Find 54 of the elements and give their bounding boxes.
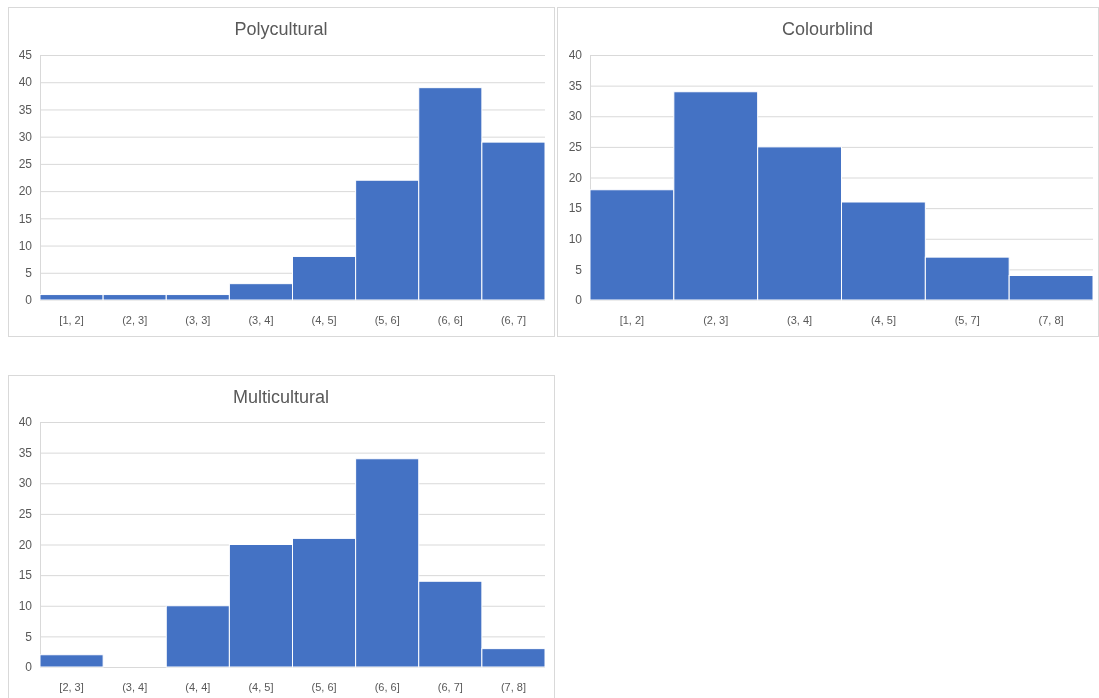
y-tick-label: 20 (568, 170, 583, 185)
bar (39, 654, 104, 668)
y-tick-label: 15 (18, 211, 33, 226)
y-tick-label: 40 (18, 75, 33, 90)
y-tick-label: 40 (568, 48, 583, 63)
chart-title: Multicultural (232, 387, 330, 407)
x-tick-label: (3, 4] (248, 314, 274, 326)
x-tick-label: (6, 7] (500, 314, 526, 326)
y-tick-label: 5 (25, 629, 33, 644)
x-tick-label: (6, 6] (437, 314, 463, 326)
x-tick-label: (6, 6] (374, 681, 400, 693)
y-tick-label: 0 (25, 293, 33, 308)
y-tick-label: 35 (18, 445, 33, 460)
x-tick-label: (5, 6] (374, 314, 400, 326)
x-tick-label: (5, 7] (954, 314, 980, 326)
y-tick-label: 10 (18, 238, 33, 253)
x-tick-label: (3, 3] (185, 314, 211, 326)
y-tick-label: 20 (18, 537, 33, 552)
y-tick-label: 35 (18, 102, 33, 117)
y-tick-label: 30 (18, 476, 33, 491)
y-tick-label: 45 (18, 48, 33, 63)
y-tick-label: 0 (575, 293, 583, 308)
x-tick-label: [2, 3] (59, 681, 84, 693)
y-tick-label: 0 (25, 660, 33, 675)
y-tick-label: 25 (18, 507, 33, 522)
chart-title: Colourblind (781, 19, 874, 39)
y-tick-label: 40 (18, 415, 33, 430)
x-tick-label: (5, 6] (311, 681, 337, 693)
x-tick-label: (4, 5] (311, 314, 337, 326)
x-tick-label: (3, 4] (122, 681, 148, 693)
y-tick-label: 25 (18, 157, 33, 172)
y-tick-label: 5 (25, 265, 33, 280)
x-tick-label: (3, 4] (787, 314, 813, 326)
x-tick-label: (2, 3] (122, 314, 148, 326)
x-tick-label: (7, 8] (500, 681, 526, 693)
y-tick-label: 10 (568, 231, 583, 246)
x-tick-label: (7, 8] (1038, 314, 1064, 326)
x-tick-label: (6, 7] (437, 681, 463, 693)
y-tick-label: 25 (568, 140, 583, 155)
y-tick-label: 20 (18, 184, 33, 199)
y-tick-label: 15 (568, 201, 583, 216)
y-tick-label: 35 (568, 78, 583, 93)
y-tick-label: 10 (18, 598, 33, 613)
y-tick-label: 5 (575, 262, 583, 277)
y-tick-label: 30 (18, 129, 33, 144)
x-tick-label: [1, 2] (619, 314, 645, 326)
x-tick-label: (4, 5] (870, 314, 896, 326)
x-tick-label: [1, 2] (59, 314, 84, 326)
x-tick-label: (2, 3] (703, 314, 729, 326)
y-tick-label: 15 (18, 568, 33, 583)
chart-title: Polycultural (234, 19, 328, 39)
x-tick-label: (4, 5] (248, 681, 274, 693)
y-tick-label: 30 (568, 109, 583, 124)
x-tick-label: (4, 4] (185, 681, 211, 693)
